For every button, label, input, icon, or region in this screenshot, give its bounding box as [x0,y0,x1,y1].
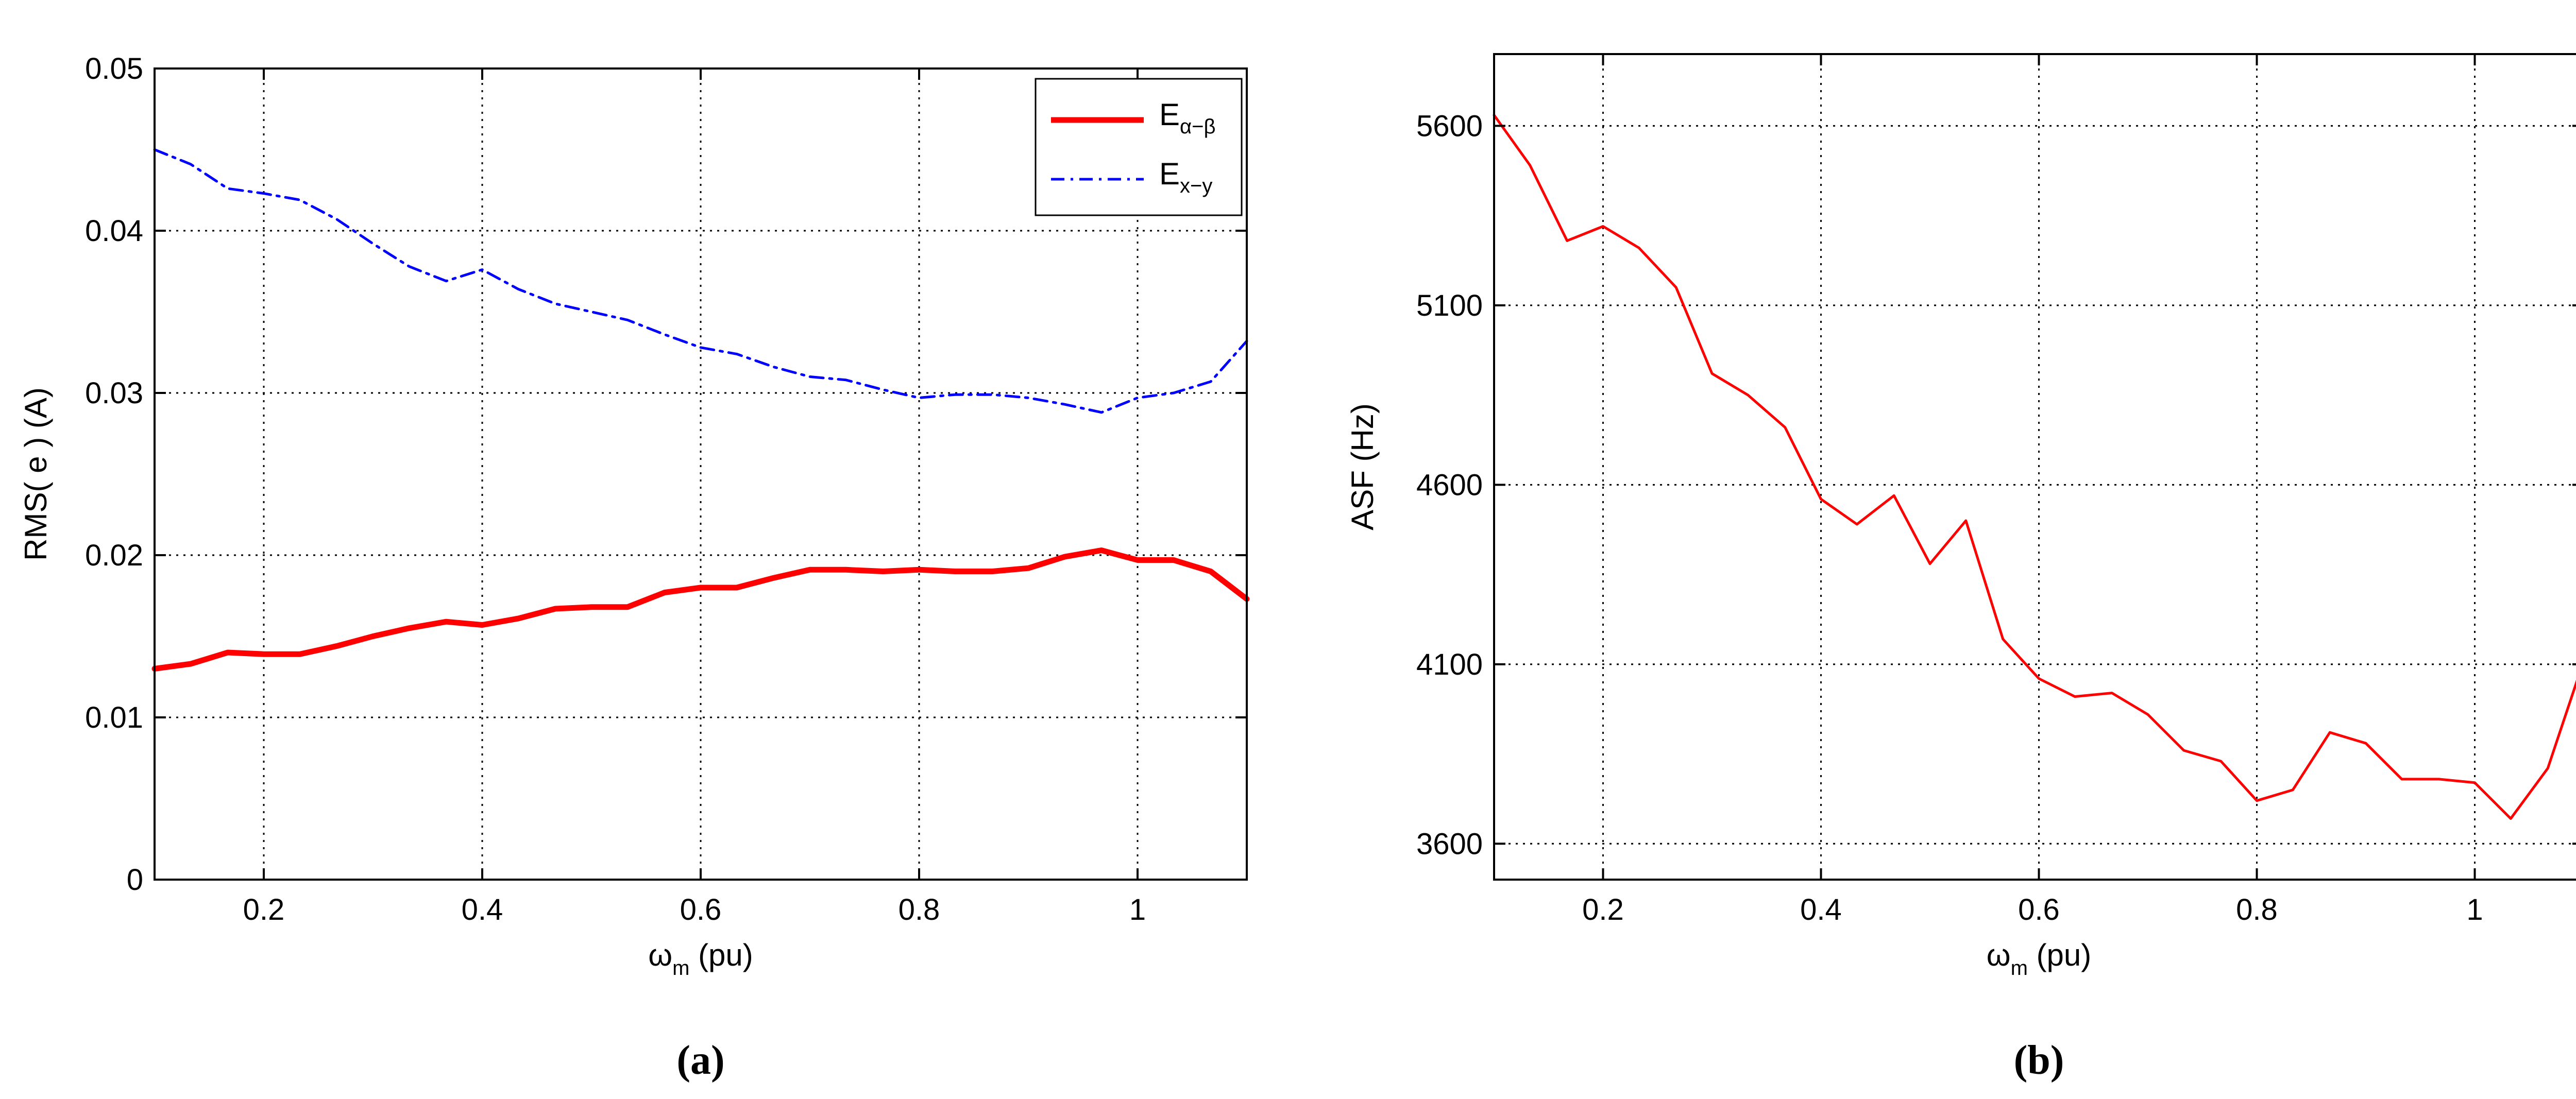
plot-frame-b [1493,53,2576,881]
series-group-a [151,148,1250,672]
x-axis-label-b-unit: (pu) [2028,938,2091,972]
x-axis-label-a-subscript: m [672,957,689,980]
panel-label-a: (a) [676,1038,724,1083]
x-tick-label: 1 [2466,893,2483,926]
y-tick-label: 0.02 [85,539,143,572]
x-tick-label: 0.4 [1800,893,1842,926]
chart-b: 0.2 0.4 0.6 0.8 1 3600 4100 4600 5100 5600 ASF (H… [1345,53,2576,1083]
x-tick-label: 1 [1129,893,1146,926]
chart-a: 0.2 0.4 0.6 0.8 1 0 0.01 0.02 0.03 0.04 0.05 RMS( … [19,52,1250,1083]
series-line-a-1 [153,148,1248,414]
x-axis-label-b: ωm (pu) [1987,938,2092,980]
x-tick-label: 0.6 [680,893,722,926]
legend-box-a [1035,78,1243,216]
y-tick-label: 4600 [1416,468,1483,502]
y-tick-label: 3600 [1416,827,1483,861]
series-group-b [1493,114,2576,820]
x-axis-label-a: ωm (pu) [648,938,753,980]
y-tick-label: 0 [127,863,143,897]
x-axis-label-a-unit: (pu) [689,938,753,972]
y-tick-label: 5600 [1416,109,1483,143]
legend-label-exy-sub: x−y [1180,175,1212,197]
series-line-b-0 [1493,114,2576,820]
y-axis-label-b: ASF (Hz) [1345,403,1380,530]
y-tick-label: 4100 [1416,648,1483,681]
grid-b [1494,54,2576,880]
panel-label-b: (b) [2014,1038,2064,1083]
legend-a: Eα−β Ex−y [1035,78,1243,216]
y-tick-label: 0.05 [85,52,143,85]
ticks-a: 0.2 0.4 0.6 0.8 1 0 0.01 0.02 0.03 0.04 0.05 [85,52,1247,926]
x-tick-label: 0.2 [243,893,285,926]
x-tick-label: 0.4 [462,893,503,926]
legend-label-ealpha-beta-sub: α−β [1180,115,1216,138]
legend-label-ealpha-beta-main: E [1159,97,1180,132]
y-tick-label: 0.01 [85,701,143,734]
x-tick-label: 0.6 [2018,893,2060,926]
x-tick-label: 0.8 [2236,893,2278,926]
legend-label-exy: Ex−y [1159,157,1212,197]
x-axis-label-b-subscript: m [2011,957,2028,980]
x-tick-label: 0.8 [899,893,940,926]
x-axis-label-a-symbol: ω [648,938,672,972]
legend-label-ealpha-beta: Eα−β [1159,97,1216,138]
y-tick-label: 0.04 [85,214,143,248]
x-tick-label: 0.2 [1582,893,1624,926]
series-line-a-0 [151,547,1250,672]
ticks-b: 0.2 0.4 0.6 0.8 1 3600 4100 4600 5100 5600 [1416,54,2576,926]
y-tick-label: 0.03 [85,376,143,410]
y-tick-label: 5100 [1416,289,1483,322]
x-axis-label-b-symbol: ω [1987,938,2011,972]
y-axis-label-a: RMS( e ) (A) [19,387,53,561]
legend-label-exy-main: E [1159,157,1180,191]
